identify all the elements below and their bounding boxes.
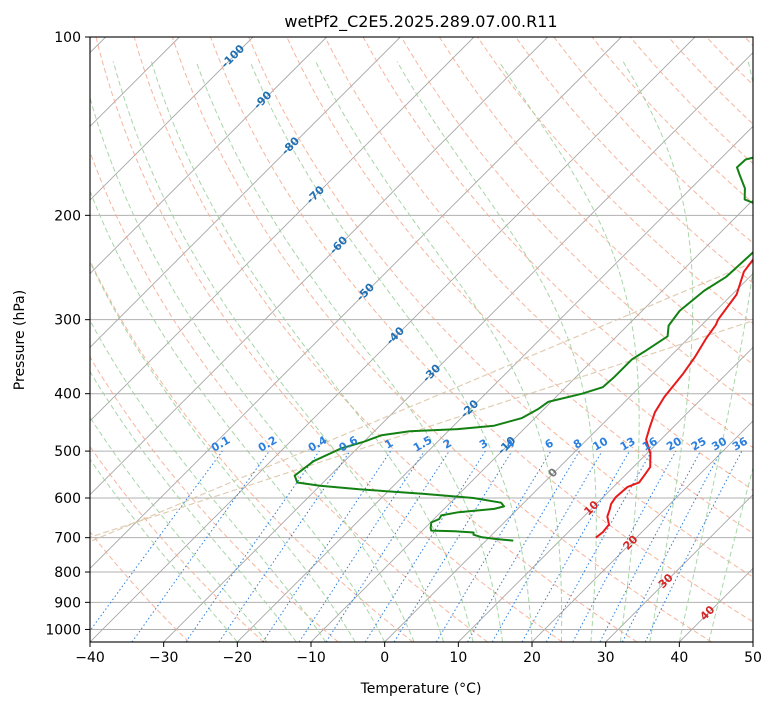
x-tick-label: 0 xyxy=(380,650,389,666)
moist-adiabat-line xyxy=(90,370,297,642)
dry-adiabat-line xyxy=(90,259,414,642)
chart-title: wetPf2_C2E5.2025.289.07.00.R11 xyxy=(284,12,557,32)
isotherm-line xyxy=(531,420,753,642)
mixing-ratio-line xyxy=(545,450,653,642)
moist-adiabat-line xyxy=(622,61,694,642)
dry-adiabat-line xyxy=(362,37,753,449)
dry-adiabat-line xyxy=(90,531,190,642)
x-axis-label: Temperature (°C) xyxy=(360,681,482,697)
y-tick-label: 100 xyxy=(54,30,81,46)
y-tick-label: 300 xyxy=(54,313,81,329)
y-tick-label: 700 xyxy=(54,531,81,547)
isotherm-line xyxy=(90,37,401,348)
dry-adiabat-line xyxy=(95,37,563,642)
moist-adiabat-line xyxy=(315,61,563,642)
dry-adiabat-line xyxy=(90,355,339,642)
y-tick-label: 200 xyxy=(54,208,81,224)
y-axis-label: Pressure (hPa) xyxy=(12,290,28,390)
reference-curve xyxy=(90,261,753,543)
isotherm-lines xyxy=(90,37,753,642)
moist-adiabat-line xyxy=(90,189,386,642)
dry-adiabat-line xyxy=(553,37,753,244)
mixing-ratio-lines xyxy=(90,450,743,642)
dry-adiabat-line xyxy=(400,37,753,407)
mixing-ratio-line xyxy=(218,450,351,642)
dry-adiabat-lines xyxy=(90,37,753,642)
dry-adiabat-line xyxy=(438,37,753,365)
mixing-ratio-line xyxy=(521,450,630,642)
mixing-ratio-line xyxy=(325,450,450,642)
x-tick-label: 40 xyxy=(670,650,688,666)
moist-adiabat-line xyxy=(498,61,640,642)
dry-adiabat-line xyxy=(248,37,753,578)
plot-frame xyxy=(89,36,754,643)
isotherm-line xyxy=(90,37,696,642)
isotherm-line xyxy=(90,37,622,569)
temperature-profile-line xyxy=(595,258,753,539)
x-tick-label: −30 xyxy=(149,650,179,666)
mixing-ratio-line xyxy=(467,450,580,642)
moist-adiabat-line xyxy=(396,61,597,642)
moist-adiabat-line xyxy=(678,61,753,642)
mixing-ratio-line xyxy=(435,450,552,642)
pressure-gridlines xyxy=(90,37,753,630)
y-tick-label: 600 xyxy=(54,491,81,507)
isotherm-line xyxy=(163,52,753,642)
dewpoint-profile-line xyxy=(293,156,753,542)
mixing-ratio-line xyxy=(491,450,603,642)
isotherm-line xyxy=(237,125,753,642)
y-tick-label: 400 xyxy=(54,387,81,403)
mixing-ratio-line xyxy=(572,450,677,642)
dry-adiabat-line xyxy=(286,37,753,534)
moist-adiabat-line xyxy=(150,61,474,642)
sounding-series xyxy=(293,156,753,542)
x-tick-label: 30 xyxy=(597,650,615,666)
dry-adiabat-line xyxy=(324,37,753,491)
x-axis-ticks: −40 −30 −20 −10 0 10 20 30 40 50 xyxy=(75,642,762,666)
y-tick-label: 800 xyxy=(54,565,81,581)
mixing-ratio-line xyxy=(393,450,513,642)
x-tick-label: −20 xyxy=(223,650,253,666)
x-tick-label: −10 xyxy=(296,650,326,666)
moist-adiabat-line xyxy=(195,61,503,642)
tan-reference-curves xyxy=(90,261,753,543)
y-tick-label: 500 xyxy=(54,444,81,460)
x-tick-label: −40 xyxy=(75,650,105,666)
y-axis-ticks: 1000 900 800 700 600 500 400 300 200 100 xyxy=(45,30,90,638)
isotherm-line xyxy=(384,273,753,642)
dry-adiabat-line xyxy=(591,37,753,204)
dry-adiabat-line xyxy=(90,150,488,642)
isotherm-line xyxy=(90,37,254,201)
dry-adiabat-line xyxy=(133,37,638,642)
isotherm-line xyxy=(90,37,475,422)
isotherm-line xyxy=(90,37,327,275)
x-tick-label: 50 xyxy=(744,650,762,666)
x-tick-label: 20 xyxy=(523,650,541,666)
dry-adiabat-line xyxy=(171,37,712,642)
y-tick-label: 900 xyxy=(54,595,81,611)
mixing-ratio-line xyxy=(185,450,320,642)
isotherm-line xyxy=(605,494,753,642)
moist-adiabat-line xyxy=(90,260,356,642)
isotherm-line xyxy=(90,37,548,496)
x-tick-label: 10 xyxy=(449,650,467,666)
dry-adiabat-line xyxy=(210,37,753,623)
moist-adiabat-line xyxy=(90,319,327,642)
moist-adiabat-line xyxy=(90,96,415,642)
moist-adiabat-line xyxy=(249,61,533,642)
moist-adiabat-line xyxy=(708,466,753,642)
reference-curve xyxy=(90,320,753,538)
mixing-ratio-line xyxy=(131,450,270,642)
y-tick-label: 1000 xyxy=(45,622,81,638)
dry-adiabat-line xyxy=(477,37,753,325)
mixing-ratio-line xyxy=(90,450,223,632)
mixing-ratio-line xyxy=(364,450,486,642)
